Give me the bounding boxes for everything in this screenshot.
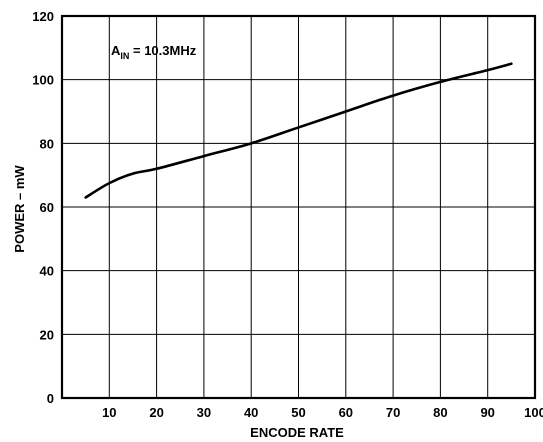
x-tick-label: 20 — [149, 405, 163, 420]
x-tick-labels: 10 20 30 40 50 60 70 80 90 100 — [102, 405, 543, 420]
annotation-main: A — [111, 43, 121, 58]
y-tick-label: 20 — [40, 327, 54, 342]
power-curve — [84, 62, 513, 199]
x-tick-label: 90 — [480, 405, 494, 420]
y-tick-label: 0 — [47, 391, 54, 406]
y-tick-label: 120 — [32, 9, 54, 24]
annotation: AIN = 10.3MHz — [111, 43, 197, 61]
y-axis-title: POWER – mW — [12, 165, 27, 253]
x-tick-label: 30 — [197, 405, 211, 420]
x-tick-label: 50 — [291, 405, 305, 420]
y-tick-label: 100 — [32, 73, 54, 88]
x-tick-label: 60 — [339, 405, 353, 420]
x-tick-label: 10 — [102, 405, 116, 420]
plot-frame — [60, 14, 537, 400]
x-tick-label: 100 — [524, 405, 543, 420]
x-tick-label: 70 — [386, 405, 400, 420]
annotation-rest: = 10.3MHz — [129, 43, 196, 58]
y-tick-label: 40 — [40, 264, 54, 279]
y-tick-labels: 0 20 40 60 80 100 120 — [32, 9, 54, 406]
annotation-subscript: IN — [120, 51, 129, 61]
x-tick-label: 40 — [244, 405, 258, 420]
y-tick-label: 60 — [40, 200, 54, 215]
y-tick-label: 80 — [40, 136, 54, 151]
x-tick-label: 80 — [433, 405, 447, 420]
x-axis-title: ENCODE RATE — [250, 425, 344, 440]
